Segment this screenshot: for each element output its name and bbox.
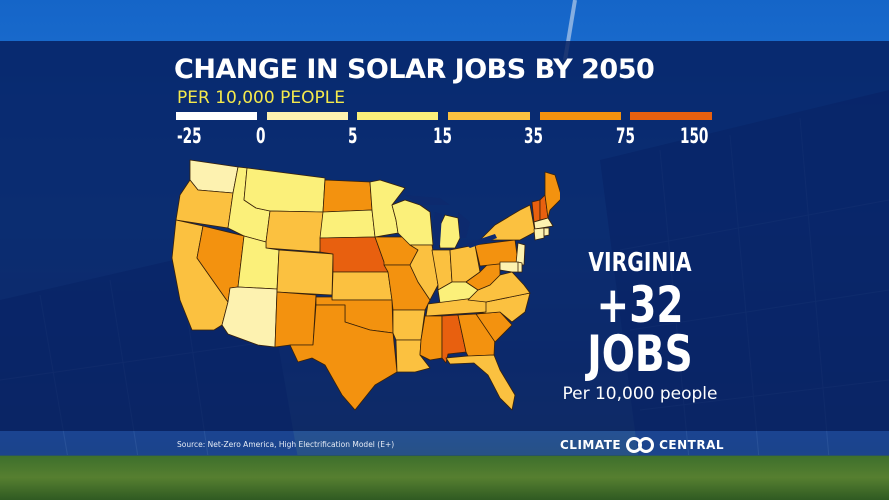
legend-bin-5-15 <box>357 112 438 120</box>
state-sd[interactable] <box>319 209 376 239</box>
brand-left-text: CLIMATE <box>560 438 622 452</box>
state-nm[interactable] <box>274 291 317 348</box>
state-vt[interactable] <box>531 199 541 223</box>
lake-erie <box>465 234 497 248</box>
color-legend <box>176 112 716 120</box>
legend-bin-35-75 <box>540 112 621 120</box>
state-az[interactable] <box>221 286 278 348</box>
climate-central-rings-icon <box>626 437 655 453</box>
legend-tick: 150 <box>680 124 709 148</box>
state-de[interactable] <box>517 261 523 273</box>
climate-central-logo: CLIMATE CENTRAL <box>560 437 724 453</box>
legend-tick: -25 <box>177 124 202 148</box>
legend-bin-15-35 <box>448 112 530 120</box>
state-wi[interactable] <box>391 199 434 246</box>
chart-subtitle: PER 10,000 PEOPLE <box>177 88 345 108</box>
lake-huron <box>458 212 470 238</box>
callout-state-name: VIRGINIA <box>588 248 692 278</box>
state-wy[interactable] <box>265 210 324 253</box>
state-wa[interactable] <box>189 159 239 194</box>
legend-tick: 0 <box>256 124 266 148</box>
us-choropleth-map <box>171 159 560 411</box>
state-ri[interactable] <box>543 227 550 237</box>
legend-ticks: -25 0 5 15 35 75 150 <box>0 124 889 154</box>
legend-tick: 5 <box>348 124 358 148</box>
state-co[interactable] <box>276 249 334 296</box>
source-note: Source: Net-Zero America, High Electrifi… <box>177 440 395 449</box>
lake-superior <box>405 195 450 205</box>
state-fl[interactable] <box>445 354 516 411</box>
grass-foreground <box>0 455 889 500</box>
legend-bin-neg25-0 <box>176 112 257 120</box>
state-ma[interactable] <box>533 217 554 230</box>
state-ks[interactable] <box>331 271 393 301</box>
callout-value: +32 <box>596 276 684 334</box>
callout-unit: JOBS <box>587 325 693 383</box>
state-mt[interactable] <box>243 167 326 213</box>
state-ny[interactable] <box>479 204 536 241</box>
legend-bin-75-150 <box>630 112 712 120</box>
footer-band <box>0 431 889 456</box>
chart-title: CHANGE IN SOLAR JOBS BY 2050 <box>174 54 655 85</box>
virginia-callout: VIRGINIA +32 JOBS Per 10,000 people <box>540 248 740 404</box>
lake-michigan <box>433 212 442 245</box>
legend-tick: 75 <box>616 124 635 148</box>
state-me[interactable] <box>544 171 560 219</box>
legend-bin-0-5 <box>267 112 348 120</box>
state-nc[interactable] <box>475 292 531 323</box>
state-ar[interactable] <box>392 309 426 341</box>
legend-tick: 15 <box>433 124 452 148</box>
state-md[interactable] <box>499 261 521 273</box>
callout-per-caption: Per 10,000 people <box>562 384 718 404</box>
state-ct[interactable] <box>533 227 545 241</box>
state-nj[interactable] <box>515 242 526 266</box>
brand-right-text: CENTRAL <box>659 438 725 452</box>
legend-tick: 35 <box>524 124 543 148</box>
state-tx[interactable] <box>289 304 398 411</box>
state-nd[interactable] <box>322 179 373 213</box>
